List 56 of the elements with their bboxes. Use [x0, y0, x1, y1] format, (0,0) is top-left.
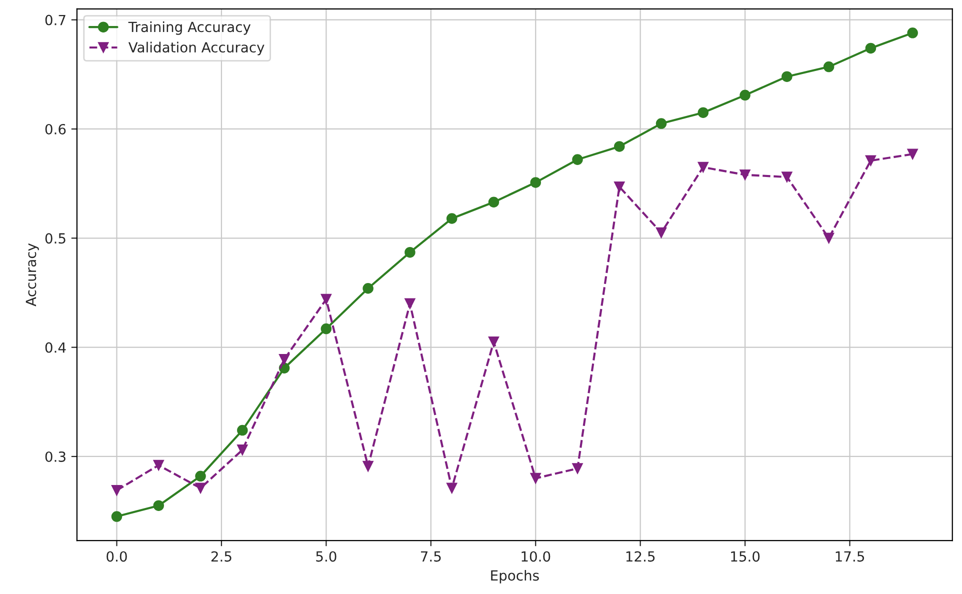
- point: [782, 172, 792, 182]
- point: [656, 227, 667, 238]
- point: [698, 162, 709, 173]
- point: [823, 61, 834, 72]
- point: [111, 484, 122, 496]
- legend-label: Training Accuracy: [128, 21, 251, 35]
- point: [195, 470, 206, 482]
- y-tick-label: 0.5: [45, 233, 66, 244]
- point: [320, 323, 332, 334]
- x-tick-label: 7.5: [420, 551, 441, 562]
- point: [278, 354, 290, 365]
- point: [782, 71, 792, 82]
- point: [907, 148, 918, 160]
- point: [865, 42, 876, 54]
- x-tick-label: 15.0: [731, 551, 760, 562]
- x-tick-label: 10.0: [522, 551, 550, 562]
- point: [698, 107, 709, 118]
- point: [823, 232, 834, 244]
- point: [404, 246, 416, 258]
- point: [111, 511, 122, 522]
- point: [446, 213, 458, 224]
- point: [530, 177, 541, 188]
- point: [153, 460, 164, 471]
- point: [362, 282, 374, 294]
- point: [740, 90, 750, 101]
- point: [740, 169, 750, 180]
- y-tick-label: 0.4: [45, 342, 66, 353]
- point: [614, 141, 625, 152]
- y-tick-label: 0.7: [45, 14, 66, 26]
- point: [865, 155, 876, 166]
- point: [530, 472, 541, 484]
- point: [907, 28, 918, 38]
- point: [195, 482, 206, 494]
- point: [404, 298, 416, 310]
- point: [614, 181, 625, 192]
- point: [572, 154, 583, 165]
- legend-label: Validation Accuracy: [128, 42, 264, 56]
- x-tick-label: 0.0: [106, 551, 127, 562]
- y-tick-label: 0.3: [45, 451, 66, 462]
- point: [488, 336, 500, 348]
- x-tick-label: 12.5: [626, 551, 655, 562]
- point: [237, 444, 248, 456]
- x-axis-title: Epochs: [491, 570, 539, 584]
- point: [153, 500, 164, 511]
- point: [320, 294, 332, 305]
- point: [572, 463, 583, 474]
- y-tick-label: 0.6: [45, 124, 66, 134]
- x-tick-label: 5.0: [316, 551, 336, 562]
- point: [362, 460, 374, 472]
- point: [237, 424, 248, 436]
- point: [488, 196, 500, 208]
- y-axis-title: Accuracy: [26, 243, 39, 306]
- x-tick-label: 2.5: [211, 551, 232, 562]
- point: [446, 482, 458, 494]
- x-tick-label: 17.5: [836, 551, 864, 562]
- point: [656, 118, 667, 129]
